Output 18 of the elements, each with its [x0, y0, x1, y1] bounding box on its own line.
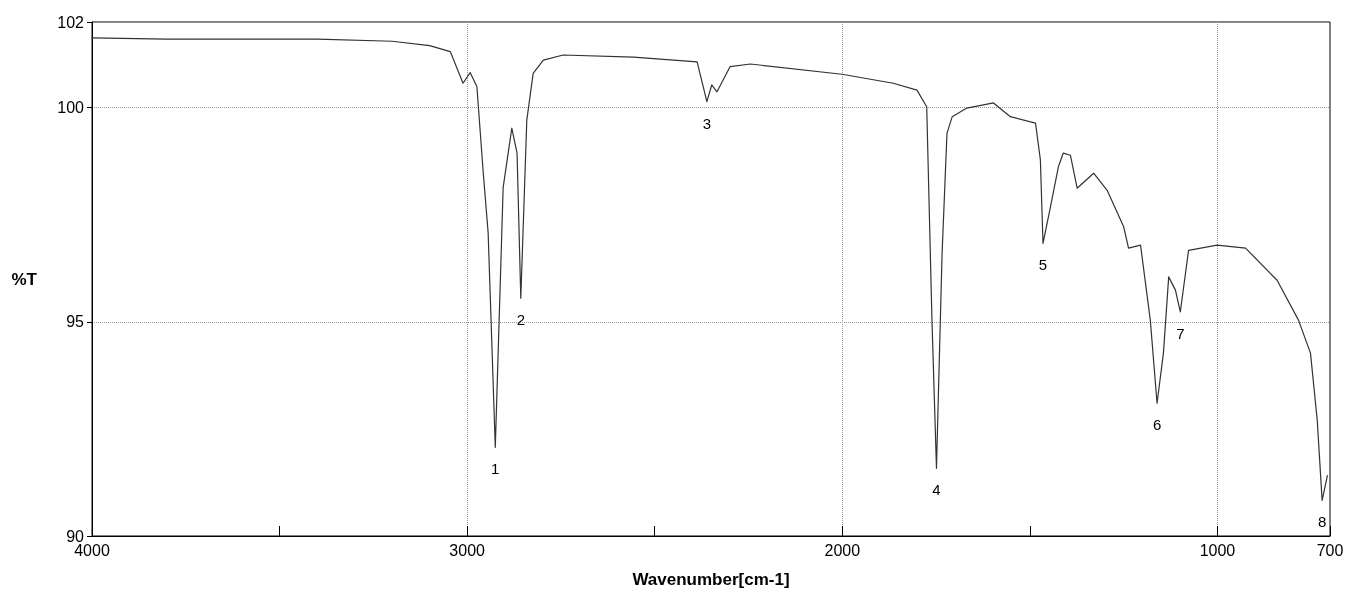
- x-tick-label: 1000: [1199, 541, 1236, 559]
- annotation: 1: [491, 460, 500, 478]
- y-tick-label: 102: [57, 13, 85, 31]
- annotation: 8: [1317, 513, 1327, 531]
- x-tick-label: 3000: [449, 541, 486, 559]
- annotation: 4: [932, 481, 941, 499]
- x-tick-label: 700: [1316, 541, 1344, 559]
- annotation: 5: [1038, 256, 1048, 274]
- annotation: 6: [1152, 416, 1162, 434]
- y-tick-label: 95: [66, 313, 85, 331]
- y-tick-label: 100: [57, 99, 85, 117]
- annotation: 3: [702, 114, 712, 132]
- x-tick-label: 2000: [824, 541, 861, 559]
- annotation: 2: [516, 311, 525, 329]
- annotation: 7: [1176, 324, 1185, 342]
- y-axis-title: %T: [11, 269, 38, 289]
- line-series: [91, 37, 1328, 502]
- x-axis-title: Wavenumber[cm-1]: [632, 570, 790, 589]
